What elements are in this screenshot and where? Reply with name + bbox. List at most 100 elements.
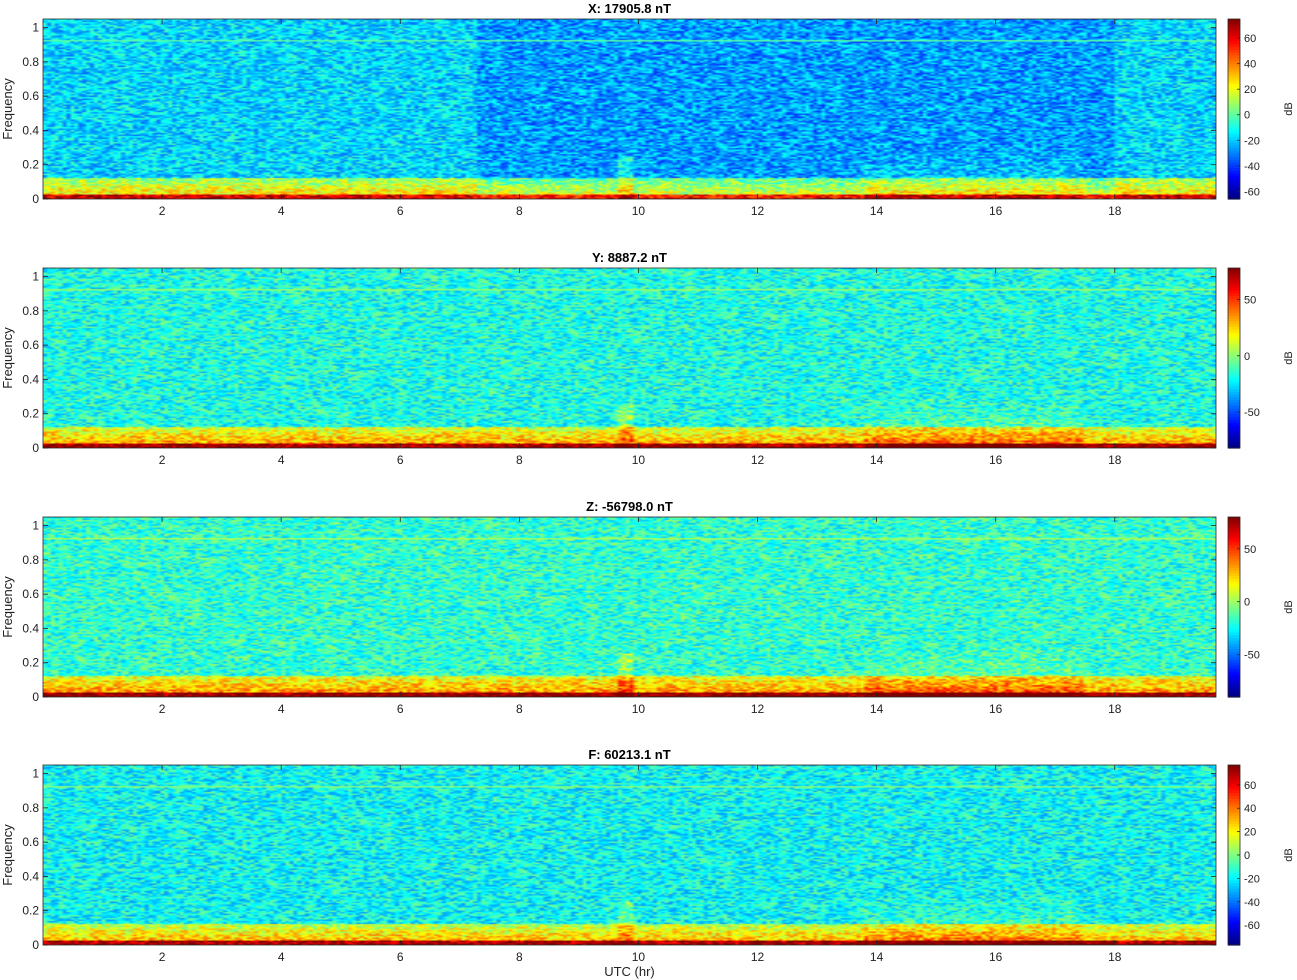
colorbar-box [1227, 267, 1241, 449]
colorbar-segment [1228, 433, 1240, 438]
colorbar-tick-label: 20 [1244, 84, 1256, 96]
colorbar-tick-label: 0 [1244, 850, 1250, 862]
x-tick-label: 8 [516, 702, 523, 716]
colorbar-segment [1228, 587, 1240, 591]
x-tick-label: 2 [159, 702, 166, 716]
colorbar-tick-label: 0 [1244, 110, 1250, 122]
x-tick-label: 8 [516, 950, 523, 964]
colorbar-segment [1228, 400, 1240, 404]
colorbar-tick-label: 50 [1244, 544, 1256, 556]
colorbar: 60 40 20 0 -20 -40 -60 dB [1227, 18, 1295, 200]
colorbar-segment [1228, 533, 1240, 538]
colorbar-label: dB [1283, 600, 1295, 613]
colorbar-segment [1228, 621, 1240, 625]
colorbar-segment [1228, 852, 1240, 856]
colorbar-segment [1228, 360, 1240, 365]
colorbar-segment [1228, 939, 1240, 943]
colorbar-segment [1228, 663, 1240, 667]
colorbar-tick-label: 40 [1244, 59, 1256, 71]
panel-title: Z: -56798.0 nT [586, 499, 673, 514]
colorbar-segment [1228, 176, 1240, 180]
colorbar-label: dB [1283, 351, 1295, 364]
colorbar-segment [1228, 75, 1240, 79]
colorbar-segment [1228, 131, 1240, 135]
colorbar-segment [1228, 78, 1240, 82]
y-axis-label: Frequency [0, 824, 15, 886]
colorbar-segment [1228, 770, 1240, 775]
colorbar-segment [1228, 578, 1240, 583]
colorbar-segment [1228, 888, 1240, 893]
colorbar-segment [1228, 196, 1240, 200]
axes-box [42, 764, 1217, 946]
colorbar-segment [1228, 553, 1240, 557]
colorbar-segment [1228, 855, 1240, 859]
colorbar-segment [1228, 885, 1240, 890]
colorbar-segment [1228, 358, 1240, 362]
panel-title: X: 17905.8 nT [588, 1, 671, 16]
colorbar-segment [1228, 64, 1240, 68]
colorbar-segment [1228, 380, 1240, 384]
y-tick-label: 0.4 [22, 123, 39, 137]
colorbar-segment [1228, 609, 1240, 614]
colorbar-tick-label: 60 [1244, 33, 1256, 45]
x-tick-label: 16 [989, 950, 1003, 964]
colorbar-segment [1228, 156, 1240, 161]
colorbar-segment [1228, 139, 1240, 144]
spectrogram-heatmap [43, 517, 1216, 697]
colorbar-segment [1228, 343, 1240, 348]
colorbar-segment [1228, 66, 1240, 71]
colorbar-segment [1228, 168, 1240, 172]
x-tick-label: 10 [632, 702, 646, 716]
x-tick-label: 4 [278, 702, 285, 716]
colorbar-segment [1228, 657, 1240, 662]
y-tick-label: 0.6 [22, 89, 39, 103]
panel-title: F: 60213.1 nT [588, 747, 670, 762]
colorbar-segment [1228, 125, 1240, 130]
colorbar-tick-label: -40 [1244, 897, 1260, 909]
colorbar-segment [1228, 539, 1240, 543]
colorbar-segment [1228, 307, 1240, 311]
colorbar-segment [1228, 559, 1240, 563]
colorbar-segment [1228, 154, 1240, 158]
colorbar-segment [1228, 652, 1240, 656]
colorbar-segment [1228, 874, 1240, 879]
x-tick-label: 18 [1108, 453, 1122, 467]
colorbar-segment [1228, 114, 1240, 119]
colorbar-tick-label: -40 [1244, 161, 1260, 173]
colorbar-tick-label: 20 [1244, 827, 1256, 839]
colorbar-tick-label: 0 [1244, 597, 1250, 609]
colorbar-segment [1228, 573, 1240, 577]
colorbar-segment [1228, 89, 1240, 93]
y-tick-label: 0.8 [22, 801, 39, 815]
colorbar-segment [1228, 159, 1240, 164]
colorbar-segment [1228, 835, 1240, 839]
colorbar-segment [1228, 688, 1240, 692]
colorbar-segment [1228, 615, 1240, 619]
colorbar-segment [1228, 635, 1240, 639]
colorbar-tick-label: -50 [1244, 650, 1260, 662]
colorbar-segment [1228, 193, 1240, 197]
colorbar-segment [1228, 417, 1240, 421]
colorbar-segment [1228, 877, 1240, 881]
y-tick-label: 1 [32, 767, 39, 781]
colorbar-segment [1228, 694, 1240, 698]
colorbar-segment [1228, 570, 1240, 574]
colorbar-segment [1228, 857, 1240, 862]
colorbar-segment [1228, 807, 1240, 811]
x-axis-label: UTC (hr) [604, 964, 655, 979]
colorbar-segment [1228, 843, 1240, 848]
colorbar-segment [1228, 270, 1240, 275]
colorbar-segment [1228, 919, 1240, 924]
colorbar-tick-label: -60 [1244, 186, 1260, 198]
colorbar-segment [1228, 908, 1240, 912]
colorbar-segment [1228, 905, 1240, 910]
y-tick-label: 0.2 [22, 158, 39, 172]
colorbar-box [1227, 516, 1241, 698]
colorbar-segment [1228, 863, 1240, 867]
colorbar-segment [1228, 849, 1240, 853]
colorbar-segment [1228, 933, 1240, 938]
colorbar-segment [1228, 123, 1240, 127]
colorbar-segment [1228, 30, 1240, 34]
